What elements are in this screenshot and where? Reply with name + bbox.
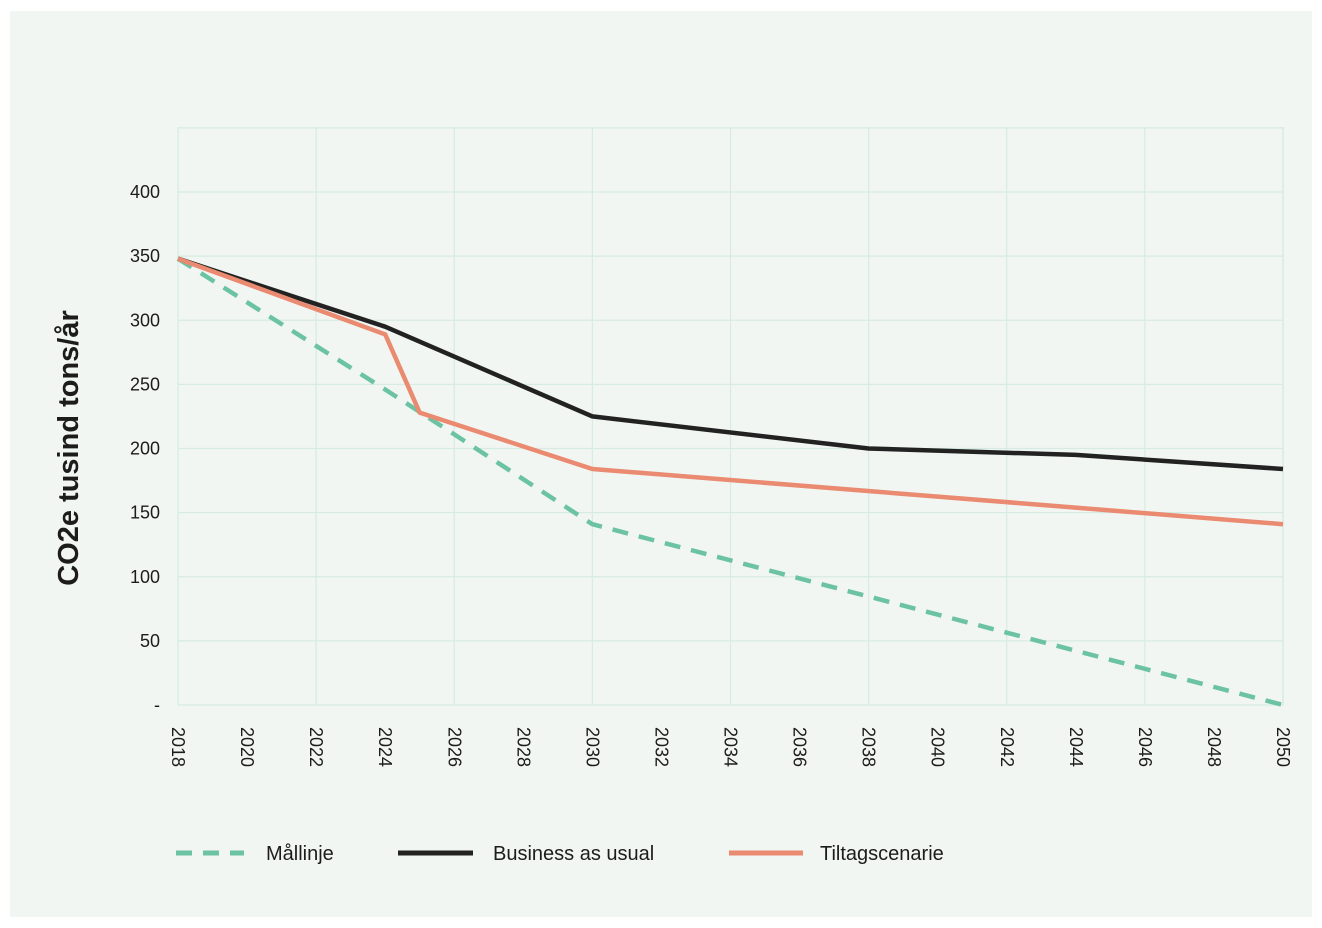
x-tick-label: 2032 [651, 727, 671, 767]
x-tick-label: 2046 [1135, 727, 1155, 767]
y-tick-label: 350 [130, 246, 160, 266]
y-axis-ticks: - 50 100 150 200 250 300 350 400 [130, 182, 160, 715]
x-tick-label: 2044 [1066, 727, 1086, 767]
x-tick-label: 2028 [513, 727, 533, 767]
x-tick-label: 2030 [582, 727, 602, 767]
legend: Mållinje Business as usual Tiltagscenarie [176, 843, 944, 865]
y-tick-label: 50 [140, 631, 160, 651]
legend-label: Tiltagscenarie [820, 843, 944, 865]
x-tick-label: 2036 [790, 727, 810, 767]
x-tick-label: 2038 [859, 727, 879, 767]
x-tick-label: 2020 [237, 727, 257, 767]
x-tick-label: 2040 [928, 727, 948, 767]
series-line-1 [177, 256, 1284, 472]
y-tick-label: 250 [130, 374, 160, 394]
legend-label: Business as usual [493, 843, 654, 865]
x-tick-label: 2024 [375, 727, 395, 767]
y-tick-label: 150 [130, 503, 160, 523]
legend-label: Mållinje [266, 843, 334, 865]
series-lines [176, 256, 1284, 708]
x-tick-label: 2042 [997, 727, 1017, 767]
x-axis-ticks: 2018 2020 2022 2024 2026 2028 2030 2032 2034 2036… [168, 727, 1293, 767]
x-tick-label: 2026 [444, 727, 464, 767]
y-axis-label: CO2e tusind tons/år [53, 310, 85, 586]
x-tick-label: 2048 [1204, 727, 1224, 767]
y-tick-label: 300 [130, 310, 160, 330]
x-tick-label: 2034 [721, 727, 741, 767]
y-tick-label: 400 [130, 182, 160, 202]
x-tick-label: 2050 [1273, 727, 1293, 767]
y-tick-label: 100 [130, 567, 160, 587]
series-line-2 [177, 256, 1284, 527]
y-tick-label: 200 [130, 439, 160, 459]
chart-panel [10, 11, 1312, 917]
series-line-0 [176, 256, 1284, 708]
x-tick-label: 2022 [306, 727, 326, 767]
grid [177, 127, 1284, 706]
x-tick-label: 2018 [168, 727, 188, 767]
y-tick-label: - [154, 695, 160, 715]
